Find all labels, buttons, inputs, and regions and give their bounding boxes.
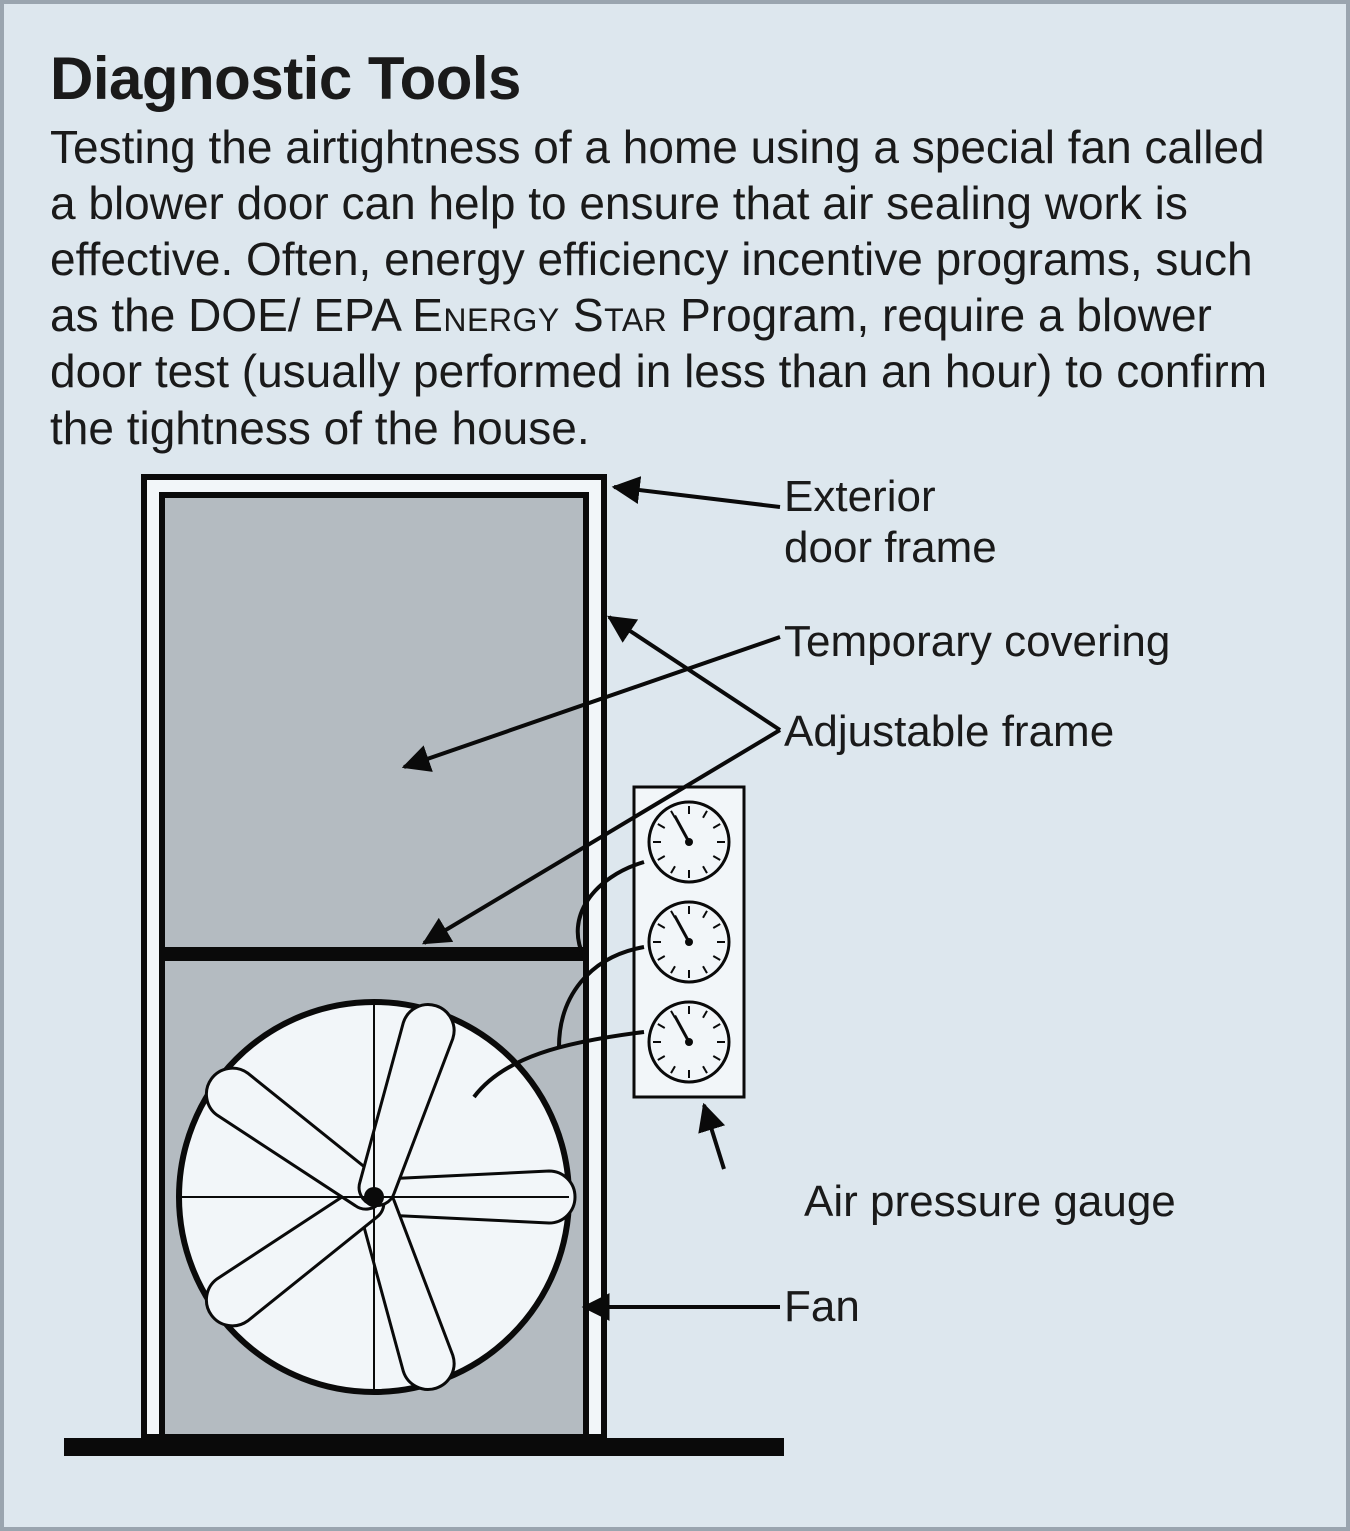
body-text: Testing the airtightness of a home using… — [50, 119, 1300, 456]
diagram: Exterior door frame Temporary covering A… — [4, 457, 1346, 1497]
page: Diagnostic Tools Testing the airtightnes… — [0, 0, 1350, 1531]
label-temporary-covering: Temporary covering — [784, 617, 1170, 668]
label-adjustable-frame: Adjustable frame — [784, 707, 1114, 758]
label-exterior-door-frame: Exterior door frame — [784, 472, 997, 573]
body-smallcaps: Energy Star — [412, 289, 667, 341]
label-air-pressure-gauge: Air pressure gauge — [804, 1177, 1176, 1228]
page-title: Diagnostic Tools — [50, 44, 1300, 113]
label-line: door frame — [784, 523, 997, 572]
diagram-svg — [4, 457, 1350, 1497]
label-fan: Fan — [784, 1282, 860, 1333]
label-line: Exterior — [784, 472, 936, 521]
